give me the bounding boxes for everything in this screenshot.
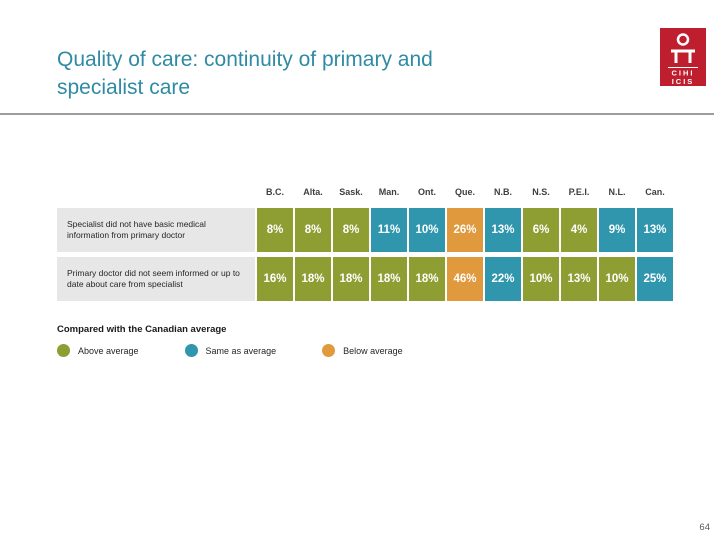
row-label: Primary doctor did not seem informed or … bbox=[57, 257, 255, 301]
column-header: N.B. bbox=[494, 187, 512, 197]
legend-label: Above average bbox=[78, 345, 139, 356]
legend-label: Below average bbox=[343, 345, 403, 356]
column-header: Ont. bbox=[418, 187, 436, 197]
value-cell: 13% bbox=[561, 257, 597, 301]
value-cell: 8% bbox=[295, 208, 331, 252]
cihi-logo-background bbox=[660, 28, 706, 86]
value-cell: 13% bbox=[637, 208, 673, 252]
cihi-logo-circle-icon bbox=[676, 33, 690, 46]
value-cell: 18% bbox=[371, 257, 407, 301]
column-header: N.L. bbox=[608, 187, 626, 197]
value-cell: 10% bbox=[599, 257, 635, 301]
below-average-swatch-icon bbox=[322, 344, 336, 357]
value-cell: 16% bbox=[257, 257, 293, 301]
page-title: Quality of care: continuity of primary a… bbox=[57, 48, 433, 99]
value-cell: 6% bbox=[523, 208, 559, 252]
value-cell: 11% bbox=[371, 208, 407, 252]
value-cell: 9% bbox=[599, 208, 635, 252]
legend-label: Same as average bbox=[205, 345, 277, 356]
value-cell: 46% bbox=[447, 257, 483, 301]
table-corner-cell bbox=[57, 181, 255, 203]
cihi-logo: CIHI ICIS bbox=[660, 28, 706, 86]
value-cell: 18% bbox=[409, 257, 445, 301]
value-cell: 10% bbox=[409, 208, 445, 252]
value-cell: 26% bbox=[447, 208, 483, 252]
legend-items: Above average Same as average Below averag… bbox=[57, 344, 403, 357]
column-header: N.S. bbox=[532, 187, 550, 197]
legend-item: Below average bbox=[322, 344, 403, 357]
column-header: Man. bbox=[378, 187, 400, 197]
value-cell: 4% bbox=[561, 208, 597, 252]
column-header: Sask. bbox=[339, 187, 363, 197]
value-cell: 8% bbox=[333, 208, 369, 252]
column-header: B.C. bbox=[266, 187, 284, 197]
page-number: 64 bbox=[699, 522, 710, 533]
value-cell: 10% bbox=[523, 257, 559, 301]
cihi-logo-pi-icon bbox=[671, 49, 695, 63]
legend-title: Compared with the Canadian average bbox=[57, 324, 227, 335]
row-label: Specialist did not have basic medical in… bbox=[57, 208, 255, 252]
column-header: P.E.I. bbox=[568, 187, 590, 197]
same-average-swatch-icon bbox=[184, 344, 198, 357]
value-cell: 8% bbox=[257, 208, 293, 252]
legend-item: Same as average bbox=[184, 344, 277, 357]
column-header: Can. bbox=[645, 187, 665, 197]
cihi-logo-text-fr: ICIS bbox=[672, 77, 695, 86]
value-cell: 18% bbox=[295, 257, 331, 301]
value-cell: 13% bbox=[485, 208, 521, 252]
value-cell: 25% bbox=[637, 257, 673, 301]
column-header: Alta. bbox=[303, 187, 323, 197]
above-average-swatch-icon bbox=[57, 344, 70, 357]
legend-item: Above average bbox=[57, 344, 139, 357]
value-cell: 22% bbox=[485, 257, 521, 301]
cihi-logo-text-en: CIHI bbox=[672, 69, 695, 78]
value-cell: 18% bbox=[333, 257, 369, 301]
column-header: Que. bbox=[454, 187, 475, 197]
title-divider bbox=[0, 113, 714, 115]
data-table: B.C. Alta. Sask. Man. Ont. Que. N.B. N.S. P.E.I.… bbox=[57, 181, 673, 301]
